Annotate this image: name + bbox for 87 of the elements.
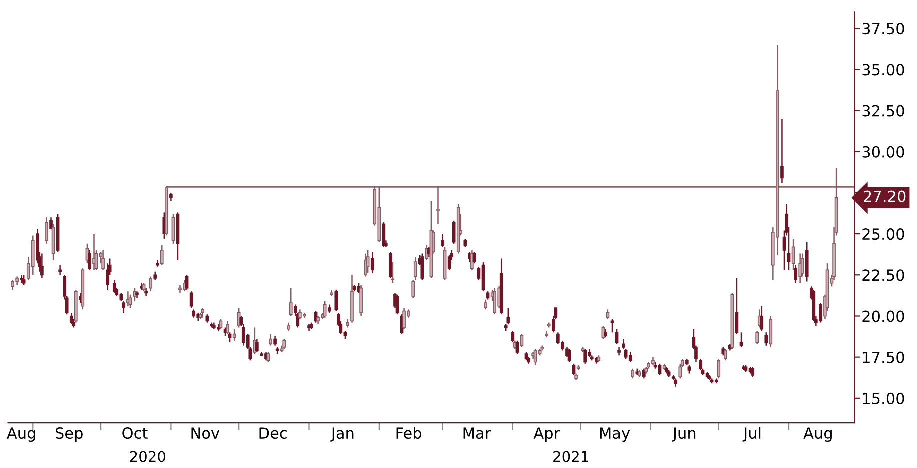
candlestick (568, 348, 572, 363)
x-tick-label: Nov (192, 428, 220, 440)
candlestick (149, 276, 152, 292)
candlestick (699, 358, 702, 372)
y-tick-label: 17.50 (863, 352, 904, 364)
candlestick (370, 252, 374, 274)
candlestick (631, 368, 635, 380)
text: 2020 (130, 451, 166, 462)
candlestick (780, 118, 784, 184)
x-tick-label: Aug (804, 428, 832, 442)
candlestick (40, 253, 44, 280)
candlestick (740, 332, 744, 348)
x-tick-label: Jan (330, 428, 354, 442)
candlestick (678, 363, 682, 380)
x-tick-label: Apr (534, 428, 560, 442)
text: 27.20 (864, 190, 906, 202)
candlestick (366, 250, 370, 274)
x-tick-label: Mar (464, 428, 492, 440)
candlestick (232, 328, 236, 342)
candlestick (493, 288, 496, 316)
candlestick (628, 352, 632, 363)
candlestick (289, 288, 293, 317)
candlestick (484, 299, 488, 310)
text: 2021 (554, 451, 588, 462)
candlestick (389, 252, 392, 280)
candlestick (642, 368, 646, 380)
candlestick (441, 233, 444, 248)
candlestick (58, 264, 62, 276)
y-tick-label: 25.00 (862, 228, 904, 240)
candlestick (226, 320, 230, 335)
candlestick (269, 334, 272, 346)
y-tick-label: 20.00 (862, 310, 904, 322)
candlestick (190, 290, 194, 309)
x-tick-label: Jun (672, 428, 696, 442)
x-tick-label: Dec (260, 428, 287, 440)
candlestick (622, 338, 626, 350)
candlestick (256, 338, 259, 354)
candlestick (794, 264, 798, 284)
candlestick (334, 289, 338, 312)
candlestick (228, 332, 232, 344)
y-tick-label: 15.00 (863, 392, 904, 404)
candlestick (412, 279, 416, 299)
candlestick (760, 306, 764, 332)
candlestick (436, 186, 440, 225)
candlestick (364, 253, 368, 278)
x-tick-label: Oct (122, 428, 148, 440)
candlestick (160, 244, 164, 266)
y-tick-label: 30.00 (862, 146, 904, 158)
y-tick-label: 37.50 (862, 23, 904, 35)
candlestick (615, 328, 619, 345)
candlestick (102, 250, 105, 271)
x-tick-label: Feb (396, 427, 422, 440)
y-tick-label: 35.00 (862, 64, 904, 76)
candlestick (45, 216, 48, 245)
candlestick (792, 238, 796, 271)
candlestick (511, 330, 515, 344)
candlestick (735, 278, 739, 335)
candlestick (122, 300, 126, 314)
candlestick (452, 220, 456, 245)
candlestick (70, 312, 74, 326)
candlestick (420, 253, 424, 281)
candlestick (606, 309, 610, 320)
candlestick (172, 214, 176, 245)
candlestick (50, 216, 53, 230)
candlestick (472, 252, 476, 264)
x-tick-label: Sep (56, 428, 83, 442)
candlestick (751, 366, 754, 378)
candlestick (448, 254, 452, 271)
candlestick (112, 279, 116, 294)
candlestick (128, 294, 132, 309)
y-tick-label: 32.50 (862, 105, 904, 117)
candlestick (391, 261, 395, 284)
candlestick (572, 363, 576, 376)
y-tick-label: 22.50 (862, 270, 904, 282)
x-tick-label: Jul (742, 427, 761, 442)
candlestick (658, 363, 662, 376)
candlestick (274, 335, 277, 346)
candlestick (520, 334, 524, 348)
candlestick (717, 358, 721, 380)
candlestick (764, 332, 768, 346)
x-tick-label: Aug (7, 428, 36, 442)
candlestick (282, 338, 286, 350)
candlestick (414, 256, 418, 281)
candlestick (756, 330, 759, 345)
candlestick (396, 294, 400, 316)
x-tick-label: May (600, 428, 630, 442)
candlestick (88, 250, 92, 271)
